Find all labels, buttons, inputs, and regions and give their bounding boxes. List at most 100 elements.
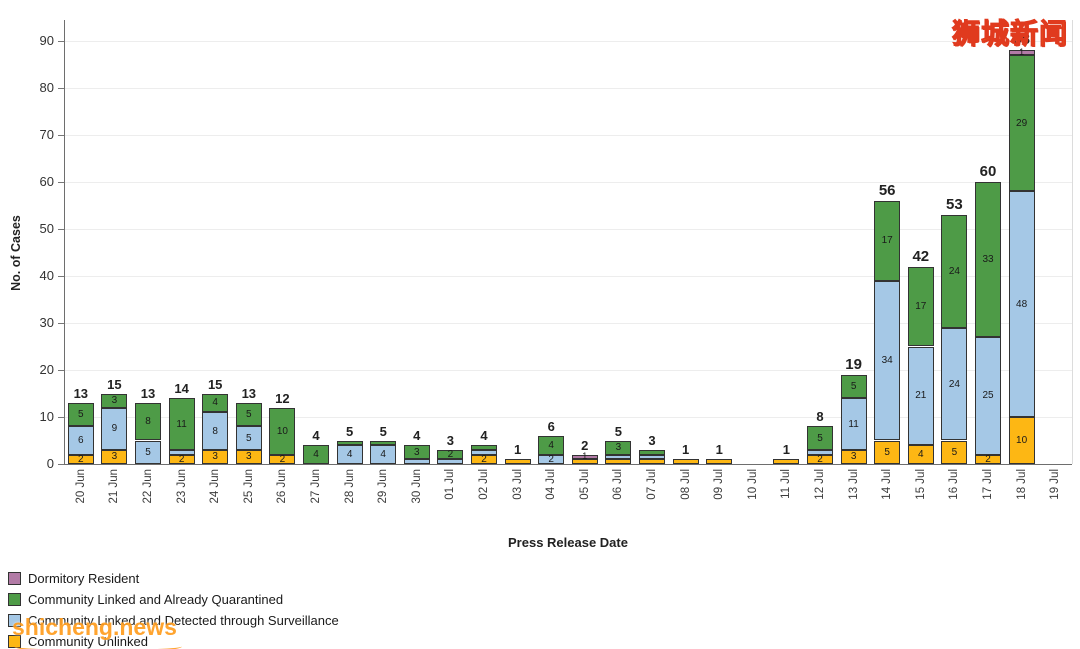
bar-segment[interactable] [202,449,229,464]
bar-segment-value: 2 [78,453,84,465]
bar-total-label: 1 [513,442,522,458]
bar-segment[interactable] [235,449,262,464]
x-axis-line [64,464,1072,465]
bar-segment[interactable] [336,440,363,446]
bar-segment[interactable] [202,412,229,450]
bar-segment[interactable] [1008,50,1035,56]
legend-item[interactable]: Dormitory Resident [8,568,339,589]
bar-segment[interactable] [67,454,94,464]
y-tick-label: 20 [39,362,54,377]
bar-total-label: 5 [614,423,622,439]
bar-segment[interactable] [403,459,430,464]
bar-segment[interactable] [975,182,1001,338]
bar-segment[interactable] [135,440,161,464]
bar-segment[interactable] [168,449,195,455]
bar-segment-value: 3 [111,451,118,463]
bar-segment[interactable] [336,445,363,464]
x-tick-label: 28 Jun [343,469,356,504]
x-tick-label: 06 Jul [612,469,625,500]
bar-segment[interactable] [471,454,497,464]
bar-segment-value: 10 [1016,435,1028,446]
bar-segment[interactable] [1008,417,1035,464]
bar-segment-value: 8 [145,416,151,428]
bar-segment[interactable] [706,459,733,464]
bar-segment[interactable] [437,449,464,460]
bar-segment[interactable] [907,266,934,347]
legend-item[interactable]: Community Linked and Detected through Su… [8,610,339,631]
bar-segment[interactable] [874,440,901,464]
bar-segment[interactable] [807,426,833,450]
bar-segment[interactable] [571,459,598,464]
bar-segment[interactable] [67,426,94,455]
bar-segment[interactable] [605,459,632,464]
bar-segment[interactable] [135,402,161,441]
bar-segment[interactable] [840,398,867,450]
bar-segment[interactable] [67,402,94,427]
bar-segment-value: 4 [548,439,554,451]
bar-segment[interactable] [471,445,497,450]
bar-segment[interactable] [303,445,329,464]
watermark-underline [14,640,182,649]
bar-segment[interactable] [269,407,296,455]
x-axis-title: Press Release Date [508,535,628,550]
bar-segment[interactable] [370,445,397,464]
bar-segment[interactable] [101,407,128,450]
bar-total-label: 2 [581,437,589,453]
bar-segment[interactable] [101,393,128,408]
bar-segment[interactable] [202,393,229,413]
bar-segment-value: 29 [1016,117,1028,129]
legend-item[interactable]: Community Linked and Already Quarantined [8,589,339,610]
bar-segment[interactable] [773,459,800,464]
bar-segment[interactable] [538,435,565,455]
watermark-site-name: shicheng.news [12,614,177,640]
bar-segment[interactable] [571,454,598,460]
bar-segment[interactable] [269,454,296,464]
x-tick-label: 26 Jun [276,469,289,504]
gridline [65,417,1072,418]
bar-segment[interactable] [975,454,1001,464]
bar-segment[interactable] [101,449,128,464]
bar-segment[interactable] [605,454,632,460]
bar-total-label: 4 [480,428,488,444]
x-tick-label: 30 Jun [410,469,423,504]
y-axis-tick [58,370,64,371]
bar-segment-value: 9 [111,423,118,435]
bar-segment[interactable] [874,200,901,281]
y-tick-label: 30 [39,315,54,330]
bar-segment[interactable] [639,454,665,460]
bar-segment[interactable] [235,402,262,427]
bar-segment[interactable] [840,374,867,399]
bar-segment[interactable] [874,280,901,441]
bar-segment[interactable] [1008,191,1035,417]
bar-segment[interactable] [807,449,833,455]
bar-segment[interactable] [907,346,934,446]
bar-segment-value: 3 [111,395,118,407]
bar-segment[interactable] [975,337,1001,455]
bar-total-label: 88 [1013,31,1030,49]
gridline [65,41,1072,42]
bar-segment[interactable] [235,426,262,450]
bar-segment[interactable] [672,459,699,464]
bar-segment[interactable] [403,445,430,460]
bar-segment[interactable] [840,449,867,464]
legend-swatch [8,614,21,627]
bar-segment[interactable] [605,440,632,455]
bar-segment[interactable] [504,459,531,464]
bar-segment[interactable] [907,445,934,464]
bar-segment[interactable] [639,459,665,464]
bar-segment[interactable] [471,449,497,455]
bar-segment[interactable] [941,440,968,464]
bar-total-label: 19 [845,355,862,373]
bar-total-label: 53 [946,195,963,213]
bar-segment-value: 4 [918,449,924,461]
bar-segment[interactable] [168,398,195,450]
bar-segment[interactable] [807,454,833,464]
bar-segment[interactable] [168,454,195,464]
bar-segment[interactable] [639,449,665,455]
bar-segment[interactable] [538,454,565,464]
bar-segment[interactable] [437,459,464,464]
bar-segment[interactable] [370,440,397,446]
bar-segment[interactable] [941,214,968,328]
bar-segment[interactable] [1008,55,1035,192]
bar-segment[interactable] [941,327,968,441]
